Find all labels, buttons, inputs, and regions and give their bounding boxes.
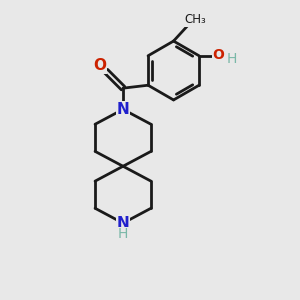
Text: N: N: [117, 216, 129, 231]
Text: H: H: [227, 52, 237, 66]
Text: CH₃: CH₃: [184, 14, 206, 26]
Text: O: O: [212, 48, 224, 62]
Text: H: H: [118, 227, 128, 241]
Text: O: O: [93, 58, 106, 73]
Text: N: N: [117, 102, 129, 117]
